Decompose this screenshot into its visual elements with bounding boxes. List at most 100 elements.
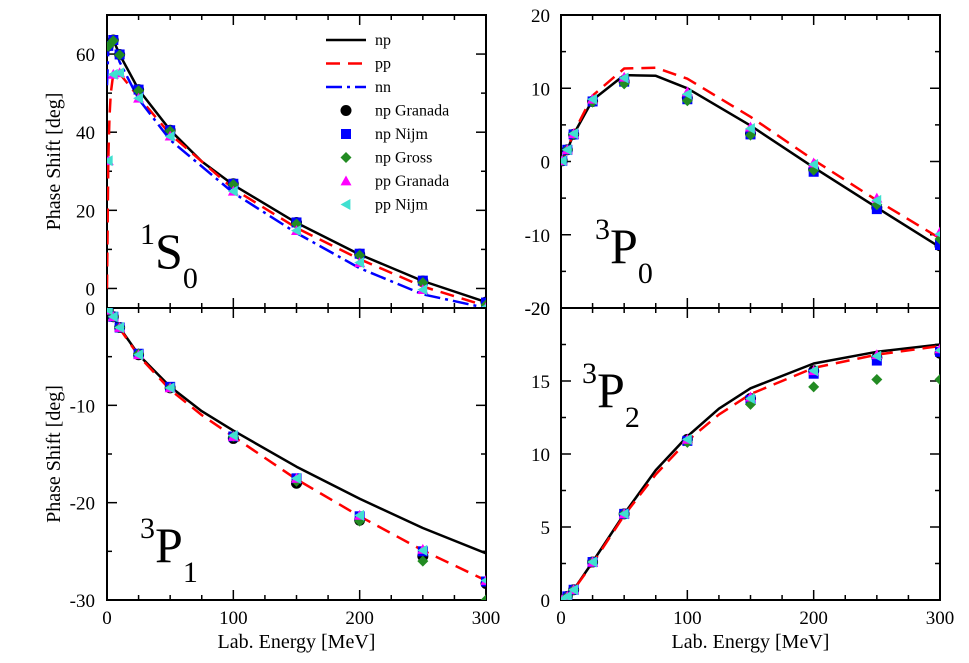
data-point-pp-nijm bbox=[568, 128, 579, 140]
legend-label-np-nijm: np Nijm bbox=[375, 126, 428, 143]
x-tick-label: 0 bbox=[556, 608, 566, 629]
legend-label-np: np bbox=[375, 32, 391, 49]
plot-frame bbox=[560, 307, 941, 601]
x-tick-label: 0 bbox=[102, 608, 112, 629]
data-point-pp-nijm bbox=[291, 225, 301, 237]
series-pp-nijm bbox=[107, 67, 486, 308]
y-tick-label: 0 bbox=[86, 279, 96, 300]
y-axis-title: Phase Shift [deg] bbox=[43, 385, 65, 523]
data-point-pp-nijm bbox=[934, 347, 940, 354]
panel-3p1: 0 100 200 300 -30 -20 -10 0 Phase Shift [deg] Lab… bbox=[43, 299, 500, 653]
data-point-pp-nijm bbox=[561, 590, 572, 600]
data-point-pp-nijm bbox=[808, 158, 819, 170]
partial-wave-label: 1S0 bbox=[140, 218, 198, 295]
y-tick-label: 20 bbox=[76, 201, 95, 222]
legend-label-np-granada: np Granada bbox=[375, 103, 449, 120]
data-point-pp-nijm bbox=[164, 382, 175, 394]
y-tick-label: -20 bbox=[525, 299, 550, 320]
data-point-pp-nijm bbox=[417, 544, 428, 556]
panel-1s0: 0 20 40 60 Phase Shift [deg] 1S0 np pp nn np Gran… bbox=[43, 14, 487, 309]
partial-wave-label: 3P2 bbox=[582, 357, 640, 434]
data-point-np-gross bbox=[354, 249, 366, 261]
series-pp-nijm bbox=[107, 308, 486, 584]
legend-label-pp-granada: pp Granada bbox=[375, 173, 449, 190]
y-tick-label: -10 bbox=[525, 226, 550, 247]
data-point-pp-nijm bbox=[114, 321, 125, 333]
data-point-pp-nijm bbox=[291, 472, 301, 484]
data-point-np-gross bbox=[417, 555, 429, 567]
x-tick-label: 100 bbox=[673, 608, 702, 629]
data-point-np-gross bbox=[480, 594, 486, 600]
data-point-np-gross bbox=[934, 233, 940, 245]
data-point-np-gross bbox=[114, 49, 126, 61]
data-point-pp-nijm bbox=[561, 155, 567, 167]
data-point-pp-nijm bbox=[354, 257, 365, 269]
x-tick-label: 300 bbox=[472, 608, 501, 629]
legend-marker-np-gross bbox=[340, 152, 352, 163]
data-point-np-gross bbox=[133, 85, 145, 97]
y-tick-label: 5 bbox=[541, 518, 551, 539]
partial-wave-label: 3P1 bbox=[140, 512, 198, 589]
data-point-pp-nijm bbox=[107, 68, 118, 80]
y-tick-label: 0 bbox=[541, 153, 551, 174]
y-tick-label: 20 bbox=[531, 6, 550, 27]
data-point-pp-nijm bbox=[133, 349, 143, 361]
x-tick-label: 200 bbox=[799, 608, 828, 629]
legend-marker-np-nijm bbox=[341, 129, 351, 139]
data-point-pp-nijm bbox=[568, 584, 579, 596]
legend: np pp nn np Granada np Nijm np Gross pp Granad… bbox=[326, 32, 449, 214]
data-point-pp-nijm bbox=[561, 144, 572, 156]
data-point-np-gross bbox=[808, 381, 820, 393]
data-point-pp-nijm bbox=[808, 365, 819, 377]
y-tick-label: 0 bbox=[86, 299, 96, 320]
plot-area bbox=[107, 34, 486, 308]
data-point-np-gross bbox=[934, 374, 940, 386]
y-tick-label: 60 bbox=[76, 45, 95, 66]
series-pp-granada bbox=[561, 71, 940, 237]
legend-label-pp-nijm: pp Nijm bbox=[375, 197, 428, 214]
data-point-pp-nijm bbox=[681, 433, 692, 445]
y-tick-label: 15 bbox=[531, 372, 550, 393]
data-point-np-gross bbox=[871, 374, 883, 386]
panel-3p0: -20 -10 0 10 20 3P0 bbox=[525, 6, 941, 320]
plot-area bbox=[107, 308, 486, 600]
legend-marker-pp-nijm bbox=[340, 199, 351, 210]
series-pp-nijm bbox=[561, 347, 940, 600]
y-tick-label: -10 bbox=[70, 396, 95, 417]
y-tick-label: -20 bbox=[70, 494, 95, 515]
data-point-pp-nijm bbox=[107, 308, 113, 316]
plot-area bbox=[561, 343, 940, 600]
data-point-np-nijm bbox=[935, 240, 940, 251]
data-point-pp-nijm bbox=[133, 92, 143, 104]
data-point-np-nijm bbox=[871, 355, 882, 366]
y-tick-label: 10 bbox=[531, 79, 550, 100]
data-point-pp-nijm bbox=[745, 393, 755, 405]
data-point-pp-nijm bbox=[871, 194, 882, 206]
data-point-pp-nijm bbox=[114, 67, 125, 79]
data-point-pp-nijm bbox=[354, 509, 365, 521]
data-point-pp-nijm bbox=[480, 577, 486, 584]
x-tick-label: 200 bbox=[345, 608, 374, 629]
x-axis-title: Lab. Energy [MeV] bbox=[672, 631, 830, 653]
series-pp-nijm bbox=[561, 72, 940, 238]
legend-marker-np-granada bbox=[340, 105, 352, 116]
data-point-pp-nijm bbox=[107, 311, 118, 323]
y-tick-label: 0 bbox=[541, 591, 551, 612]
x-tick-label: 300 bbox=[926, 608, 955, 629]
data-point-pp-nijm bbox=[417, 284, 428, 296]
data-point-pp-nijm bbox=[618, 72, 629, 84]
x-axis-title: Lab. Energy [MeV] bbox=[218, 631, 376, 653]
y-axis-title: Phase Shift [deg] bbox=[43, 93, 65, 231]
y-tick-label: -20 bbox=[525, 299, 550, 320]
legend-label-np-gross: np Gross bbox=[375, 150, 432, 167]
data-point-pp-nijm bbox=[587, 556, 597, 568]
data-point-pp-nijm bbox=[745, 123, 755, 135]
panel-3p2: 0 100 200 300 0 5 10 15 -20 Lab. Energy [MeV] 3P2 bbox=[525, 299, 955, 653]
legend-marker-pp-granada bbox=[340, 175, 352, 186]
partial-wave-label: 3P0 bbox=[595, 213, 653, 290]
y-tick-label: -30 bbox=[70, 591, 95, 612]
data-point-pp-nijm bbox=[164, 130, 175, 142]
data-point-np-gross bbox=[107, 35, 119, 47]
x-tick-label: 100 bbox=[219, 608, 248, 629]
y-tick-label: 10 bbox=[531, 445, 550, 466]
